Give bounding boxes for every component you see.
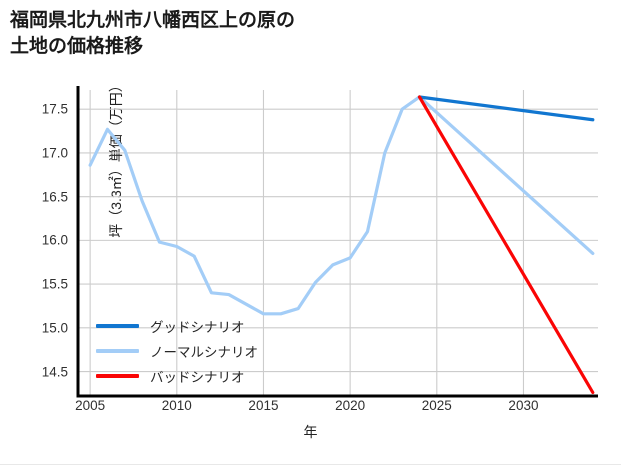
y-tick-label: 17.0 (41, 145, 68, 161)
x-tick-label: 2020 (335, 398, 366, 413)
chart-title: 福岡県北九州市八幡西区上の原の 土地の価格推移 (10, 10, 296, 57)
series-line (417, 95, 595, 122)
y-tick-label: 15.5 (41, 276, 68, 292)
x-tick-label: 2025 (421, 398, 452, 413)
series-line (88, 95, 595, 316)
y-tick-label: 17.5 (41, 101, 68, 117)
horizontal-gridlines (78, 108, 598, 373)
legend-item[interactable]: バッドシナリオ (96, 363, 296, 388)
plot-svg (76, 86, 598, 398)
y-tick-label: 16.0 (41, 232, 68, 248)
series-line (417, 95, 595, 395)
x-tick-label: 2010 (161, 398, 192, 413)
x-tick-label: 2015 (248, 398, 279, 413)
legend-label: バッドシナリオ (150, 369, 245, 385)
chart-legend: グッドシナリオ ノーマルシナリオ バッドシナリオ (96, 313, 296, 388)
legend-label: ノーマルシナリオ (150, 344, 258, 360)
x-tick-label: 2005 (75, 398, 106, 413)
y-tick-label: 16.5 (41, 189, 68, 205)
y-tick-label: 15.0 (41, 320, 68, 336)
legend-item[interactable]: グッドシナリオ (96, 313, 296, 338)
legend-color-swatch (96, 348, 139, 353)
legend-label: グッドシナリオ (150, 319, 245, 335)
x-tick-label: 2030 (508, 398, 539, 413)
plot-area (76, 86, 598, 398)
vertical-gridlines (89, 90, 525, 396)
data-series-group (88, 95, 595, 395)
y-tick-label: 14.5 (41, 364, 68, 380)
x-axis-label: 年 (303, 424, 318, 440)
legend-color-swatch (96, 373, 139, 378)
legend-color-swatch (96, 323, 139, 328)
legend-item[interactable]: ノーマルシナリオ (96, 338, 296, 363)
